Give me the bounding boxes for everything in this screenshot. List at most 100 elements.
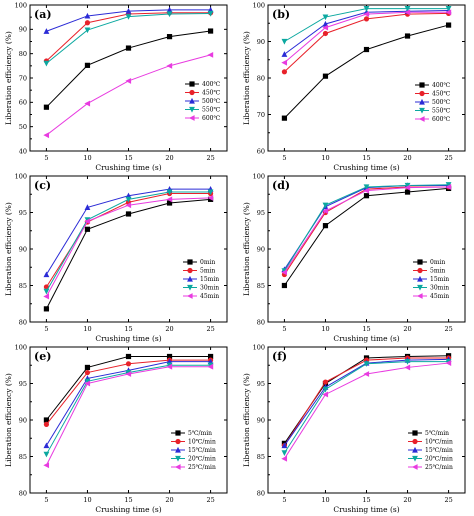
legend-marker: [412, 430, 418, 436]
x-tick-label: 25: [206, 325, 214, 333]
y-tick-label: 90: [19, 245, 27, 253]
legend-marker: [419, 107, 425, 114]
data-point: [125, 361, 132, 367]
data-point: [281, 59, 288, 66]
data-point: [84, 226, 91, 232]
chart-panel-6: 5 10 15 20 25 80 85 90 95 100 Crushing time (s) Lib…: [242, 343, 466, 514]
data-point: [363, 46, 370, 53]
legend-marker: [186, 293, 193, 299]
x-tick-label: 25: [206, 496, 214, 504]
x-tick-label: 15: [124, 496, 132, 504]
data-point: [166, 189, 173, 196]
legend-label: 45min: [200, 293, 219, 300]
series-4: [281, 359, 452, 456]
legend-label: 550℃: [432, 108, 450, 115]
data-point: [281, 115, 288, 121]
series-1: [281, 185, 452, 289]
series-1: [43, 28, 214, 110]
data-point: [445, 184, 452, 190]
data-point: [445, 182, 452, 188]
data-point: [404, 364, 411, 371]
data-point: [166, 11, 173, 18]
y-tick-label: 85: [257, 282, 265, 290]
data-point: [281, 455, 288, 462]
data-point: [166, 62, 173, 69]
series-line: [283, 357, 449, 446]
x-axis-label: Crushing time (s): [333, 163, 399, 172]
data-point: [404, 182, 411, 189]
data-point: [84, 369, 91, 376]
y-tick-label: 60: [257, 147, 265, 155]
y-tick-label: 90: [257, 416, 265, 424]
legend-label: 20℃/min: [425, 456, 453, 463]
data-point: [84, 378, 91, 385]
series-5: [43, 363, 214, 469]
data-point: [363, 361, 370, 367]
data-point: [43, 104, 50, 110]
data-point: [322, 386, 329, 393]
data-point: [207, 363, 214, 370]
legend-marker: [188, 115, 195, 121]
series-5: [43, 51, 214, 139]
series-line: [46, 30, 211, 108]
legend-marker: [175, 455, 181, 462]
series-line: [45, 364, 211, 455]
data-point: [322, 223, 329, 229]
y-tick-label: 80: [19, 489, 27, 497]
plot-frame: [267, 4, 466, 152]
data-point: [404, 33, 411, 39]
data-point: [445, 360, 452, 366]
y-tick-label: 85: [19, 453, 27, 461]
panel-label: (d): [272, 179, 290, 192]
legend-marker: [418, 116, 425, 122]
legend-marker: [189, 81, 195, 87]
y-tick-label: 95: [257, 380, 265, 388]
y-tick-label: 95: [257, 209, 265, 217]
x-tick-label: 5: [44, 496, 48, 504]
y-tick-label: 60: [19, 99, 27, 107]
legend-label: 10℃/min: [188, 439, 216, 446]
x-axis-label: Crushing time (s): [333, 334, 399, 343]
data-point: [207, 189, 214, 196]
data-point: [281, 51, 288, 57]
x-tick-label: 10: [83, 325, 91, 333]
x-tick-label: 20: [165, 325, 173, 333]
y-tick-label: 100: [253, 1, 265, 9]
data-point: [43, 442, 50, 449]
data-point: [207, 10, 214, 17]
data-point: [322, 30, 329, 37]
data-point: [84, 218, 91, 225]
legend-marker: [419, 90, 425, 97]
y-tick-label: 80: [19, 50, 27, 58]
legend-marker: [417, 267, 423, 274]
y-tick-label: 50: [19, 123, 27, 131]
legend-label: 25℃/min: [188, 464, 216, 471]
panel-label: (b): [272, 8, 290, 21]
data-point: [281, 269, 288, 276]
x-tick-label: 10: [83, 154, 91, 162]
data-point: [43, 288, 50, 295]
data-point: [125, 196, 132, 203]
x-tick-label: 15: [362, 325, 370, 333]
y-tick-label: 85: [19, 282, 27, 290]
series-1: [281, 22, 452, 121]
data-point: [84, 100, 91, 107]
legend-marker: [187, 284, 193, 291]
y-tick-label: 100: [15, 343, 27, 351]
x-tick-label: 20: [165, 496, 173, 504]
x-tick-label: 20: [403, 325, 411, 333]
legend-label: 450℃: [432, 91, 450, 98]
legend-marker: [187, 267, 193, 274]
data-point: [166, 353, 173, 360]
y-axis-label: Liberation efficiency (%): [4, 373, 13, 467]
data-point: [207, 28, 214, 34]
legend-label: 25℃/min: [425, 464, 453, 471]
y-tick-label: 90: [257, 38, 265, 46]
x-axis-label: Crushing time (s): [333, 505, 399, 514]
data-point: [322, 208, 329, 214]
data-point: [125, 7, 132, 14]
data-point: [322, 202, 329, 209]
